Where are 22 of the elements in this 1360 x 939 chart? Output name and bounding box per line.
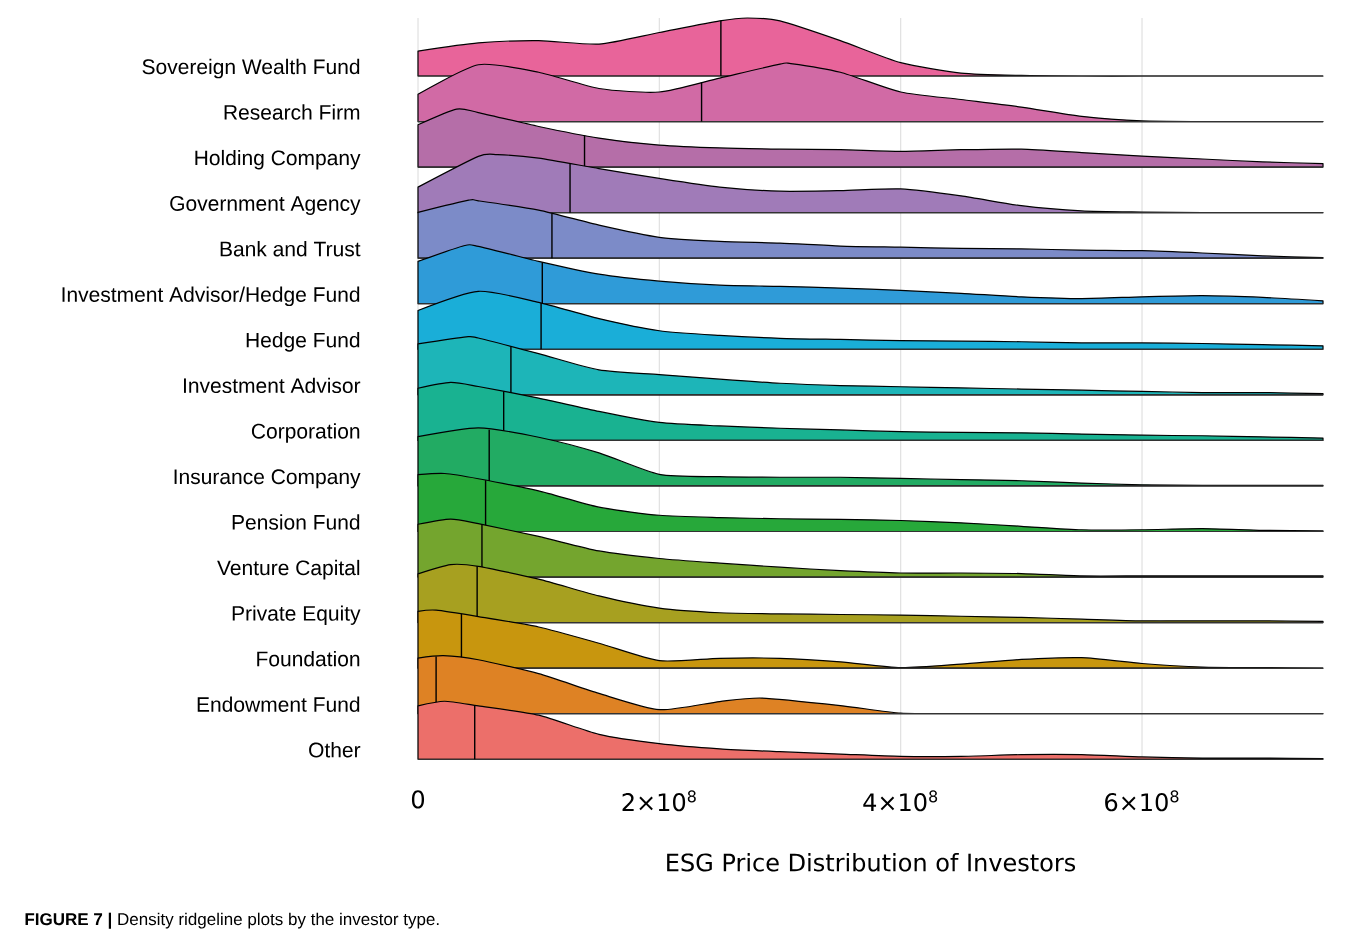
- x-tick-label: 2×10$^{8}$: [622, 790, 696, 812]
- y-axis-title: Other: [309, 742, 361, 758]
- y-axis-title: Sovereign Wealth Fund: [142, 58, 360, 79]
- y-axis-title: Bank and Trust: [220, 241, 361, 257]
- y-axis-title: Insurance Company: [174, 469, 361, 489]
- y-axis-title: Foundation: [257, 650, 360, 667]
- x-tick-label: 6×10$^{8}$: [1105, 790, 1179, 812]
- y-axis-title: Pension Fund: [232, 514, 360, 530]
- x-tick-label: 0: [411, 790, 425, 809]
- y-axis-title: Private Equity: [232, 605, 361, 625]
- y-axis-title: Hedge Fund: [246, 332, 360, 352]
- y-axis-title: Endowment Fund: [197, 696, 360, 712]
- y-axis-title: Holding Company: [195, 149, 361, 170]
- y-axis-title: Venture Capital: [217, 559, 360, 580]
- x-axis-title: ESG Price Distribution of Investors: [667, 853, 1076, 872]
- y-axis-title: Research Firm: [224, 104, 360, 120]
- y-axis-title: Government Agency: [170, 196, 361, 216]
- y-axis-title: Investment Advisor: [183, 377, 361, 394]
- x-tick-label: 4×10$^{8}$: [863, 790, 938, 812]
- y-axis-title: Corporation: [251, 423, 360, 443]
- text: FIGURE 7 | Density ridgeline plots by the investor type.: [25, 912, 439, 929]
- y-axis-title: Investment Advisor/Hedge Fund: [62, 286, 360, 307]
